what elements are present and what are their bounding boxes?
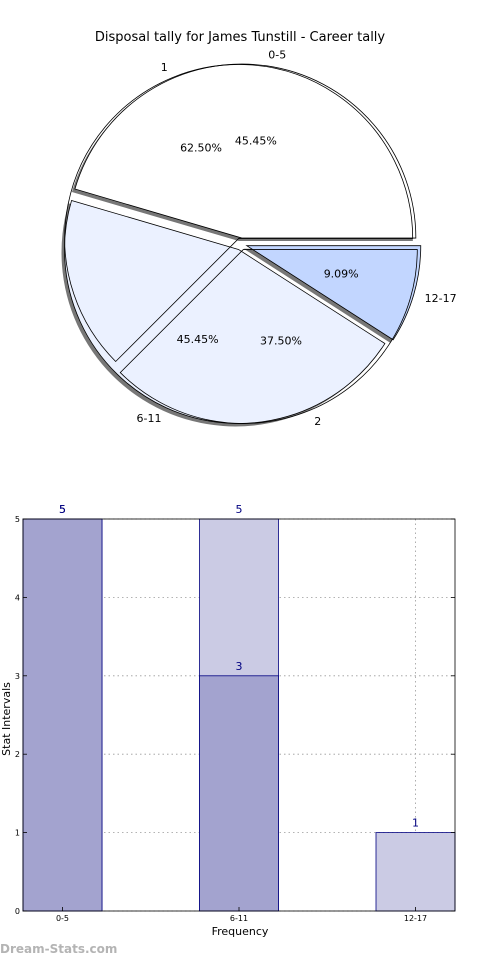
- x-tick-label: 6-11: [230, 914, 248, 923]
- x-tick-label: 12-17: [404, 914, 427, 923]
- bar-value-label: 1: [412, 817, 419, 830]
- bar-0-5-s1: [22, 518, 103, 912]
- chart-title: Disposal tally for James Tunstill - Care…: [94, 30, 386, 45]
- pie-label-12-17: 12-17: [425, 292, 457, 305]
- pie-inner-slice-1: [64, 64, 414, 363]
- pie-slice-0-5: [74, 63, 417, 239]
- bar-chart: 5 5 1 5 30 1 2 3 4 50-5 6-11 12-17 Frequency Stat Int…: [0, 503, 456, 938]
- y-tick-label: 5: [15, 515, 20, 524]
- x-ticks: 0-5 6-11 12-17: [56, 907, 427, 923]
- pie-percent-12-17: 9.09%: [324, 267, 359, 280]
- pie-percent-0-5: 45.45%: [235, 135, 277, 148]
- pie-label-0-5: 0-5: [268, 49, 286, 62]
- bar-6-11-s1: [199, 675, 279, 912]
- bar-value-label: 5: [59, 503, 66, 516]
- pie-inner-label-1: 1: [161, 61, 168, 74]
- watermark: Dream-Stats.com: [0, 942, 118, 956]
- bar-value-label: 5: [236, 503, 243, 516]
- pie-inner-label-2: 2: [314, 415, 321, 428]
- pie-inner-percent-1: 62.50%: [180, 142, 222, 155]
- pie-slice-12-17: [245, 245, 422, 341]
- pie-chart: 0-5 45.45% 6-11 45.45% 12-17 9.09% 1 62.50% 2 37.…: [61, 49, 457, 428]
- x-axis-label: Frequency: [212, 925, 269, 938]
- pie-inner-percent-2: 37.50%: [260, 334, 302, 347]
- y-tick-label: 0: [15, 907, 20, 916]
- pie-percent-6-11: 45.45%: [177, 333, 219, 346]
- y-axis-label: Stat Intervals: [0, 682, 13, 756]
- bar-12-17-s0: [375, 832, 456, 912]
- y-ticks: 0 1 2 3 4 5: [15, 515, 455, 916]
- pie-slices: [64, 63, 422, 424]
- pie-slice-6-11: [64, 199, 386, 424]
- x-tick-label: 0-5: [56, 914, 69, 923]
- bar-value-label: 5: [59, 503, 66, 516]
- pie-inner-slice-2: [119, 249, 418, 424]
- y-tick-label: 2: [15, 750, 20, 759]
- y-tick-label: 3: [15, 672, 20, 681]
- y-tick-label: 4: [15, 593, 20, 602]
- pie-labels: 0-5 45.45% 6-11 45.45% 12-17 9.09% 1 62.50% 2 37.…: [137, 49, 457, 428]
- pie-label-6-11: 6-11: [137, 412, 162, 425]
- y-tick-label: 1: [15, 829, 20, 838]
- bar-value-label: 3: [236, 660, 243, 673]
